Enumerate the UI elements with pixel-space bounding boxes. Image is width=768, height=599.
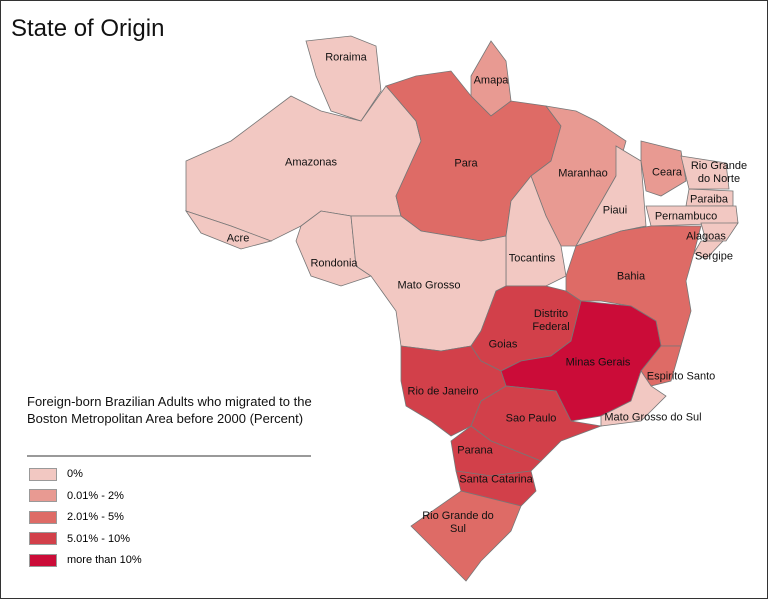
legend-label: 5.01% - 10% [67, 532, 130, 545]
state-label: Mato Grosso do Sul [604, 411, 702, 424]
legend-item: 2.01% - 5% [29, 510, 124, 524]
legend-label: 0.01% - 2% [67, 489, 124, 502]
state-region [400, 345, 507, 437]
state-label: Pernambuco [654, 210, 718, 223]
legend-item: 5.01% - 10% [29, 532, 130, 546]
state-region [410, 490, 522, 582]
map-title: State of Origin [11, 15, 165, 42]
state-label: Para [454, 157, 478, 170]
legend-label: more than 10% [67, 554, 142, 566]
state-label: Espirito Santo [646, 370, 716, 383]
state-label: Bahia [616, 270, 646, 283]
legend-item: 0.01% - 2% [29, 489, 124, 503]
state-label: Ceara [652, 166, 682, 179]
state-region [565, 225, 702, 347]
state-label: Rio de Janeiro [407, 385, 479, 398]
state-label: Paraiba [690, 193, 728, 206]
legend-swatch [29, 532, 57, 546]
state-region [530, 105, 627, 247]
legend-item: more than 10% [29, 553, 142, 567]
state-label: Alagoas [686, 230, 726, 243]
state-label: Acre [226, 232, 250, 245]
state-label: Sao Paulo [505, 412, 557, 425]
legend-swatch [29, 467, 57, 481]
state-label: Piaui [602, 204, 628, 217]
state-label: Roraima [325, 51, 367, 64]
state-region [185, 210, 273, 250]
state-label: Amapa [473, 74, 509, 87]
state-label: Rondonia [310, 257, 358, 270]
state-region [305, 35, 382, 122]
state-label: Sergipe [695, 250, 733, 263]
state-label: Mato Grosso [397, 279, 461, 292]
state-label: Rio Grande do Sul [422, 510, 494, 535]
legend-item: 0% [29, 467, 83, 481]
state-region [600, 370, 667, 427]
state-label: Tocantins [508, 252, 556, 265]
state-label: Parana [457, 444, 493, 457]
state-region [693, 240, 724, 260]
legend-swatch [29, 553, 57, 567]
state-label: Amazonas [285, 156, 337, 169]
state-region [640, 345, 682, 387]
legend-title: Foreign-born Brazilian Adults who migrat… [27, 394, 312, 426]
state-label: Rio Grande do Norte [690, 160, 748, 185]
legend-swatch [29, 510, 57, 524]
state-label: Minas Gerais [565, 356, 631, 369]
state-label: Santa Catarina [459, 473, 533, 486]
legend-label: 2.01% - 5% [67, 511, 124, 523]
state-label: Goias [488, 338, 518, 351]
state-label: Maranhao [558, 167, 608, 180]
legend-label: 0% [67, 468, 83, 480]
state-label: Distrito Federal [532, 308, 570, 333]
state-region [700, 222, 739, 242]
legend-swatch [29, 489, 57, 503]
state-region [680, 155, 730, 190]
